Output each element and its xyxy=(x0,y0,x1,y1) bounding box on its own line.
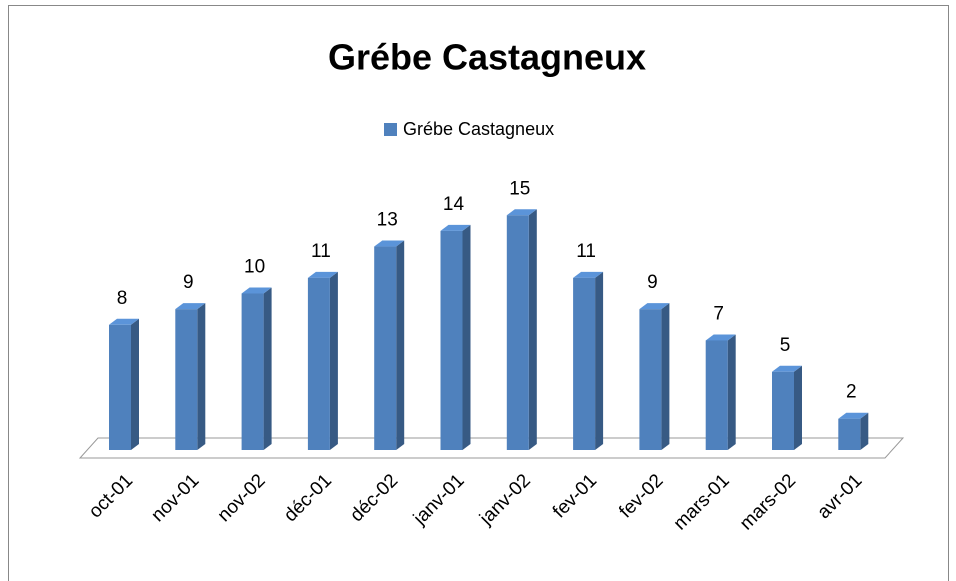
legend-label: Grébe Castagneux xyxy=(403,119,554,139)
bar xyxy=(506,215,529,450)
data-label: 15 xyxy=(509,178,530,199)
bar xyxy=(109,324,131,450)
bar-side xyxy=(197,303,206,450)
bar-top xyxy=(440,224,471,231)
bar-top xyxy=(639,303,670,310)
bar-side xyxy=(661,303,670,450)
bar-top xyxy=(241,287,272,294)
bar xyxy=(639,309,662,450)
data-label: 9 xyxy=(183,272,194,293)
bar-side xyxy=(727,334,736,450)
bar xyxy=(705,340,728,450)
bar-top xyxy=(374,240,405,247)
bar-side xyxy=(528,209,537,450)
bar xyxy=(573,277,596,450)
bar-side xyxy=(794,365,802,450)
bar-side xyxy=(329,271,338,450)
data-label: 8 xyxy=(117,288,128,309)
chart-border xyxy=(8,5,949,581)
data-label: 7 xyxy=(713,303,724,324)
bar xyxy=(440,230,463,450)
bar-top xyxy=(506,209,537,216)
bar-side xyxy=(131,318,139,450)
bar-top xyxy=(772,365,802,372)
bar-side xyxy=(595,271,604,450)
data-label: 2 xyxy=(846,382,857,403)
bar-top xyxy=(175,303,206,310)
floor xyxy=(78,437,905,459)
bar-top xyxy=(705,334,736,341)
bar-top xyxy=(573,271,604,278)
data-label: 14 xyxy=(443,194,465,215)
chart-title: Grébe Castagneux xyxy=(328,37,646,78)
bar-top xyxy=(109,318,139,325)
bar xyxy=(307,277,330,450)
bar xyxy=(838,418,861,450)
bar-side xyxy=(860,412,869,450)
data-label: 11 xyxy=(311,241,331,262)
data-label: 11 xyxy=(576,241,596,262)
data-label: 5 xyxy=(780,335,791,356)
data-label: 9 xyxy=(647,272,658,293)
bar xyxy=(772,371,794,450)
bar-side xyxy=(396,240,405,450)
bar xyxy=(374,246,397,450)
bar-side xyxy=(263,287,272,450)
bar xyxy=(175,309,198,450)
legend-swatch xyxy=(384,123,397,136)
bar xyxy=(241,293,264,450)
data-label: 10 xyxy=(244,257,265,278)
bar-side xyxy=(462,224,471,450)
data-label: 13 xyxy=(377,210,398,231)
bar-top xyxy=(307,271,338,278)
bar-top xyxy=(838,412,869,419)
